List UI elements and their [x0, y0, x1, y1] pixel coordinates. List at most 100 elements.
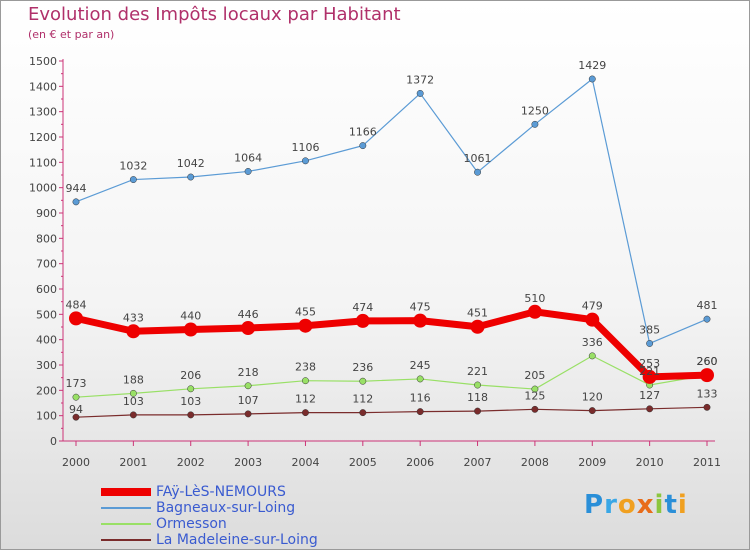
- data-label: 1429: [578, 59, 606, 72]
- x-tick-label: 2009: [578, 456, 606, 469]
- data-point: [413, 313, 428, 328]
- legend-swatch: [101, 523, 151, 525]
- chart-subtitle: (en € et par an): [28, 28, 115, 41]
- data-point: [187, 385, 195, 393]
- data-point: [416, 89, 424, 97]
- legend-item: FAÿ-LèS-NEMOURS: [101, 484, 361, 500]
- data-label: 1106: [291, 141, 319, 154]
- data-label: 206: [180, 369, 201, 382]
- y-tick-label: 1200: [29, 131, 57, 144]
- data-point: [187, 411, 195, 419]
- data-point: [416, 408, 424, 416]
- data-label: 440: [180, 310, 201, 323]
- data-label: 133: [697, 387, 718, 400]
- data-label: 116: [410, 392, 431, 405]
- x-tick-label: 2001: [119, 456, 147, 469]
- data-point: [588, 352, 596, 360]
- data-label: 221: [639, 365, 660, 378]
- data-label: 127: [639, 389, 660, 402]
- data-point: [302, 409, 309, 417]
- data-label: 433: [123, 311, 144, 324]
- data-point: [588, 75, 596, 83]
- legend-item: Bagneaux-sur-Loing: [101, 500, 361, 516]
- x-tick-label: 2011: [693, 456, 721, 469]
- data-point: [129, 176, 137, 184]
- data-point: [187, 173, 195, 181]
- y-tick-label: 800: [36, 232, 57, 245]
- y-tick-label: 200: [36, 384, 57, 397]
- series-line: [75, 355, 708, 398]
- data-label: 481: [697, 299, 718, 312]
- data-label: 205: [524, 369, 545, 382]
- x-tick-label: 2000: [62, 456, 90, 469]
- data-label: 1042: [177, 157, 205, 170]
- data-label: 103: [123, 395, 144, 408]
- x-tick-label: 2008: [521, 456, 549, 469]
- data-label: 112: [352, 393, 373, 406]
- data-point: [588, 407, 596, 415]
- data-label: 94: [69, 403, 83, 416]
- data-point: [69, 311, 83, 326]
- y-tick-label: 1500: [29, 55, 57, 68]
- data-label: 451: [467, 307, 488, 320]
- y-tick-label: 600: [36, 283, 57, 296]
- y-tick-label: 0: [50, 435, 57, 448]
- data-point: [585, 312, 600, 327]
- x-tick-label: 2007: [464, 456, 492, 469]
- data-point: [359, 409, 367, 417]
- data-point: [470, 319, 485, 334]
- data-point: [700, 368, 714, 383]
- data-label: 125: [524, 389, 545, 402]
- data-point: [474, 168, 481, 176]
- data-point: [129, 389, 137, 397]
- x-tick-label: 2004: [291, 456, 319, 469]
- y-tick-label: 1100: [29, 156, 57, 169]
- legend-label: Bagneaux-sur-Loing: [156, 500, 296, 516]
- data-point: [355, 313, 370, 328]
- legend-swatch: [101, 539, 151, 541]
- data-label: 475: [410, 301, 431, 314]
- data-label: 336: [582, 336, 603, 349]
- data-label: 455: [295, 306, 316, 319]
- series-line: [75, 78, 708, 345]
- data-point: [703, 315, 711, 323]
- chart-title: Evolution des Impôts locaux par Habitant: [28, 4, 401, 25]
- data-point: [527, 304, 542, 319]
- data-point: [302, 377, 309, 385]
- y-tick-label: 1300: [29, 106, 57, 119]
- data-label: 103: [180, 395, 201, 408]
- y-tick-label: 300: [36, 359, 57, 372]
- data-label: 107: [238, 394, 259, 407]
- data-label: 120: [582, 391, 603, 404]
- data-point: [531, 120, 539, 128]
- data-point: [183, 322, 198, 337]
- data-point: [646, 405, 654, 413]
- data-point: [531, 385, 539, 393]
- y-tick-label: 100: [36, 410, 57, 423]
- legend-item: Ormesson: [101, 516, 361, 532]
- data-point: [126, 324, 141, 339]
- data-label: 1032: [119, 160, 147, 173]
- data-point: [474, 381, 481, 389]
- data-label: 944: [66, 182, 87, 195]
- data-point: [531, 405, 539, 413]
- data-label: 1064: [234, 151, 262, 164]
- data-point: [72, 393, 80, 401]
- data-label: 236: [352, 361, 373, 374]
- y-tick-label: 500: [36, 308, 57, 321]
- data-point: [244, 382, 252, 390]
- y-tick-label: 1000: [29, 182, 57, 195]
- data-label: 188: [123, 373, 144, 386]
- x-tick-label: 2003: [234, 456, 262, 469]
- legend-item: La Madeleine-sur-Loing: [101, 532, 361, 548]
- data-point: [642, 369, 657, 384]
- data-label: 479: [582, 300, 603, 313]
- legend-label: La Madeleine-sur-Loing: [156, 532, 318, 548]
- data-label: 118: [467, 391, 488, 404]
- data-label: 446: [238, 308, 259, 321]
- data-label: 218: [238, 366, 259, 379]
- data-point: [244, 410, 252, 418]
- x-tick-label: 2002: [177, 456, 205, 469]
